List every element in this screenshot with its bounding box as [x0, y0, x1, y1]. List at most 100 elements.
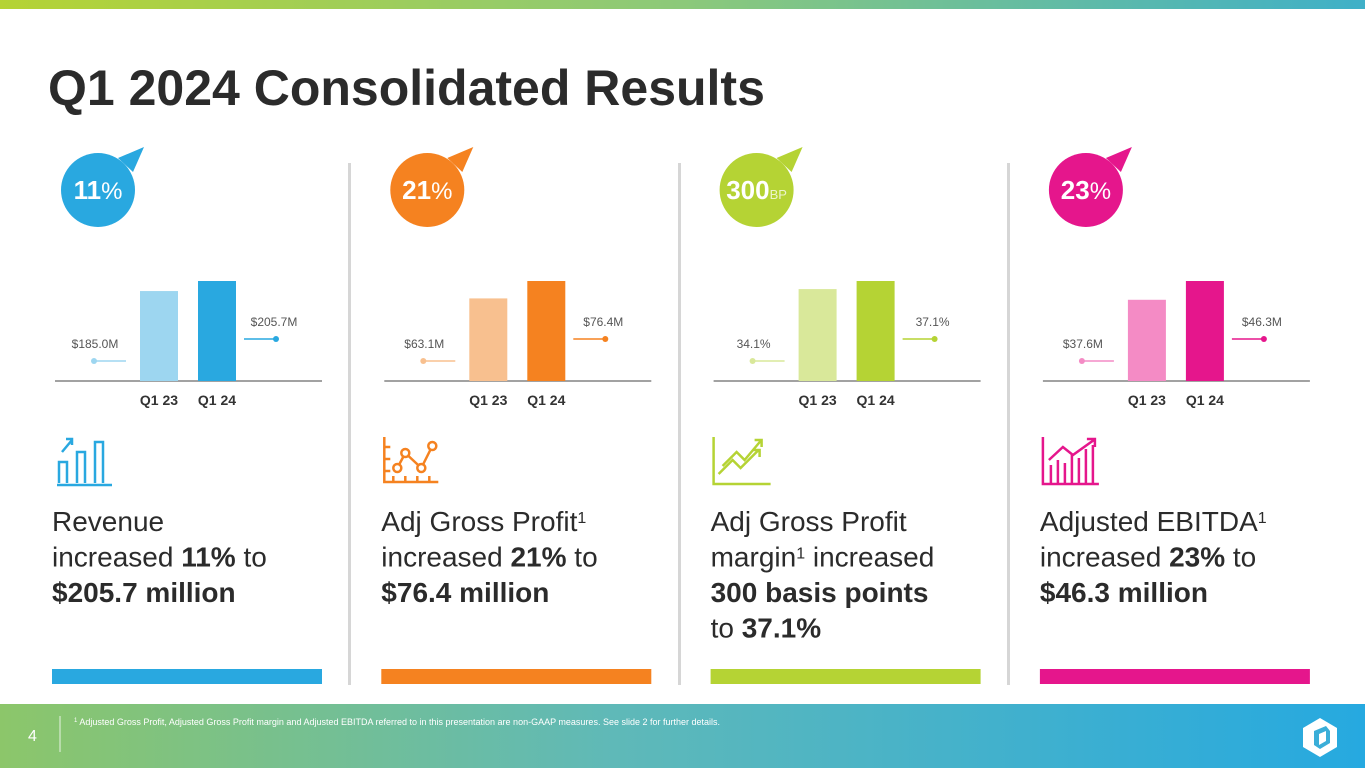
x-tick-label: Q1 24: [857, 392, 895, 408]
badge-number: 11: [74, 175, 102, 205]
badge-text: 300BP: [726, 175, 787, 205]
footnote-text: Adjusted Gross Profit, Adjusted Gross Pr…: [77, 717, 720, 727]
x-tick-label: Q1 23: [799, 392, 837, 408]
value-label: 37.1%: [916, 315, 950, 329]
badge: [61, 153, 135, 227]
description-segment: to: [1225, 542, 1256, 573]
connector-dot: [91, 358, 97, 364]
description-segment: 23%: [1169, 542, 1225, 573]
x-tick-label: Q1 24: [1186, 392, 1224, 408]
description-line: Revenue: [52, 506, 164, 537]
description-segment: Adj Gross Profit: [711, 506, 907, 537]
bar: [140, 291, 178, 381]
value-label: 34.1%: [737, 337, 771, 351]
badge-pointer: [118, 147, 144, 172]
connector-dot: [1078, 358, 1085, 364]
connector-dot: [420, 358, 427, 364]
connector-dot: [931, 336, 938, 342]
bar: [527, 281, 566, 381]
badge-pointer: [1105, 147, 1132, 172]
badge-text: 11%: [74, 175, 123, 205]
icon: [57, 437, 112, 487]
description-line: increased 21% to: [381, 542, 597, 573]
icon: [712, 437, 771, 486]
description-segment: 1: [1258, 510, 1267, 527]
description-line: 300 basis points: [711, 577, 929, 608]
description-segment: increased: [52, 542, 181, 573]
description-line: Adjusted EBITDA1: [1040, 506, 1267, 537]
description-segment: to: [711, 613, 742, 644]
description-segment: to: [236, 542, 267, 573]
description-segment: Adj Gross Profit: [381, 506, 577, 537]
footnote: 1 Adjusted Gross Profit, Adjusted Gross …: [74, 717, 720, 727]
x-tick-label: Q1 24: [198, 392, 236, 408]
connector-dot: [602, 336, 609, 342]
description-segment: 37.1%: [742, 613, 821, 644]
description-segment: 1: [577, 510, 586, 527]
description-line: Adj Gross Profit: [711, 506, 907, 537]
badge-number: 21: [402, 175, 431, 205]
badge: [719, 153, 794, 227]
accent-bar: [710, 669, 981, 684]
icon: [383, 437, 439, 484]
description-line: $205.7 million: [52, 577, 236, 608]
description-segment: Adjusted EBITDA: [1040, 506, 1258, 537]
badge-number: 300: [726, 175, 769, 205]
connector-dot: [749, 358, 756, 364]
badge-unit: BP: [770, 187, 787, 202]
x-tick-label: Q1 23: [140, 392, 178, 408]
x-tick-label: Q1 23: [1128, 392, 1166, 408]
badge: [390, 153, 465, 227]
badge-unit: %: [431, 178, 452, 205]
description-line: Adj Gross Profit1: [381, 506, 586, 537]
accent-bar: [1039, 669, 1310, 684]
badge-unit: %: [101, 178, 122, 205]
page-number: 4: [28, 728, 37, 745]
value-label: $76.4M: [583, 315, 623, 329]
connector-dot: [273, 336, 279, 342]
icon: [1041, 437, 1099, 486]
top-strip: [0, 0, 1365, 9]
description-segment: increased: [1040, 542, 1169, 573]
x-tick-label: Q1 24: [527, 392, 565, 408]
badge-pointer: [447, 147, 474, 172]
logo: [1303, 718, 1337, 757]
description-segment: increased: [805, 542, 934, 573]
bar: [856, 281, 895, 381]
description-segment: margin: [711, 542, 797, 573]
description-segment: $46.3 million: [1040, 577, 1208, 608]
description-segment: Revenue: [52, 506, 164, 537]
description-segment: $205.7 million: [52, 577, 236, 608]
bar: [198, 281, 236, 381]
value-label: $46.3M: [1242, 315, 1282, 329]
accent-bar: [381, 669, 652, 684]
description-segment: 300 basis points: [711, 577, 929, 608]
description-line: margin1 increased: [711, 542, 935, 573]
badge-unit: %: [1090, 178, 1111, 205]
description-line: increased 23% to: [1040, 542, 1256, 573]
description-line: increased 11% to: [52, 542, 267, 573]
value-label: $185.0M: [72, 337, 119, 351]
description-segment: to: [567, 542, 598, 573]
x-tick-label: Q1 23: [469, 392, 507, 408]
value-label: $205.7M: [251, 315, 298, 329]
footnote-marker: 1: [74, 718, 78, 724]
footer: [0, 704, 1365, 768]
bar: [1127, 299, 1166, 381]
bar: [469, 298, 508, 381]
badge-text: 23%: [1061, 175, 1111, 205]
description-segment: increased: [381, 542, 510, 573]
bar: [1185, 281, 1224, 381]
badge-number: 23: [1061, 175, 1090, 205]
badge: [1048, 153, 1123, 227]
description-segment: $76.4 million: [381, 577, 549, 608]
bar: [798, 289, 837, 381]
description-segment: 1: [796, 545, 805, 562]
description-segment: 11%: [181, 542, 236, 573]
accent-bar: [52, 669, 322, 684]
value-label: $37.6M: [1063, 337, 1103, 351]
badge-pointer: [776, 147, 803, 172]
connector-dot: [1260, 336, 1267, 342]
